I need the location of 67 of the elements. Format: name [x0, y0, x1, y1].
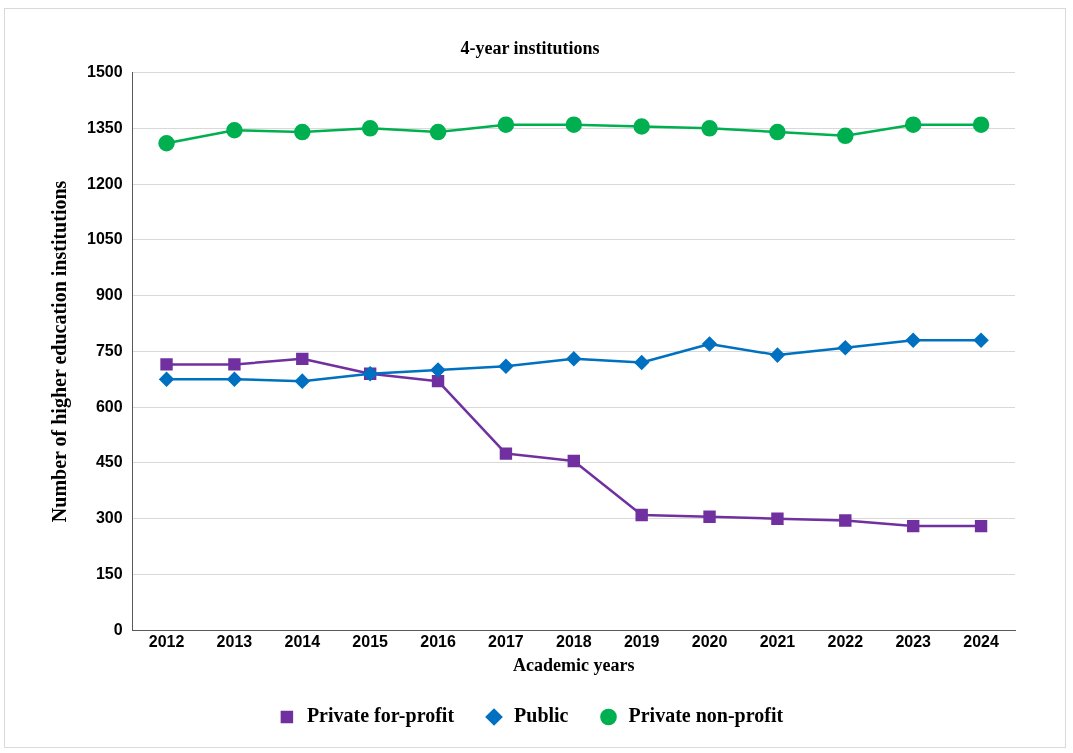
point	[973, 333, 989, 348]
point	[771, 512, 784, 525]
point	[906, 519, 920, 533]
y-tick-label: 1200	[87, 174, 123, 192]
x-tick-label: 2020	[691, 633, 728, 651]
point	[497, 116, 515, 133]
point	[429, 123, 447, 141]
legend-label: Public	[514, 704, 569, 727]
x-tick-label: 2023	[895, 633, 932, 651]
x-tick-label: 2013	[216, 633, 253, 651]
y-tick-label: 1500	[87, 63, 123, 81]
point	[904, 116, 922, 133]
y-tick-label: 1050	[87, 230, 123, 248]
point	[905, 333, 921, 348]
point	[431, 374, 445, 388]
y-tick-label: 450	[95, 453, 123, 471]
legend-label: Private non-profit	[628, 704, 784, 728]
point	[160, 358, 173, 371]
point	[633, 118, 650, 135]
point	[295, 373, 310, 389]
x-tick-label: 2019	[623, 633, 660, 651]
point	[770, 347, 785, 363]
x-tick-label: 2021	[759, 633, 796, 651]
y-tick-label: 150	[95, 564, 123, 582]
point	[430, 362, 446, 378]
y-tick-label: 600	[95, 397, 123, 415]
point	[838, 340, 853, 355]
point	[159, 372, 174, 387]
point	[296, 352, 309, 366]
point	[703, 510, 716, 524]
x-tick-label: 2012	[148, 633, 185, 651]
point	[158, 134, 175, 152]
x-axis-title: Academic years	[513, 654, 635, 675]
y-tick-label: 0	[113, 620, 123, 638]
point	[565, 116, 583, 133]
x-tick-label: 2022	[827, 633, 864, 651]
point	[974, 519, 988, 533]
chart-title: 4-year institutions	[460, 38, 600, 59]
x-tick-label: 2016	[420, 633, 456, 651]
point	[839, 514, 852, 527]
point	[567, 454, 580, 468]
x-tick-label: 2015	[352, 633, 389, 651]
point	[294, 123, 311, 141]
point	[227, 372, 242, 387]
x-tick-label: 2014	[284, 633, 321, 651]
point	[634, 355, 649, 370]
point	[226, 121, 243, 139]
point	[635, 508, 648, 522]
y-axis-title: Number of higher education institutions	[48, 180, 72, 523]
point	[498, 359, 514, 374]
x-tick-label: 2017	[488, 633, 524, 651]
point	[361, 120, 379, 137]
point	[702, 336, 717, 352]
y-tick-label: 300	[95, 509, 123, 527]
point	[837, 127, 854, 145]
point	[701, 120, 718, 137]
x-tick-label: 2018	[556, 633, 592, 651]
point	[566, 351, 582, 367]
y-tick-label: 1350	[87, 118, 123, 136]
point	[499, 447, 513, 460]
point	[769, 123, 786, 141]
legend-label: Private for-profit	[306, 704, 455, 728]
y-tick-label: 750	[95, 341, 123, 359]
y-tick-label: 900	[95, 286, 123, 304]
point	[228, 358, 241, 371]
point	[972, 116, 990, 133]
x-tick-label: 2024	[963, 633, 999, 651]
